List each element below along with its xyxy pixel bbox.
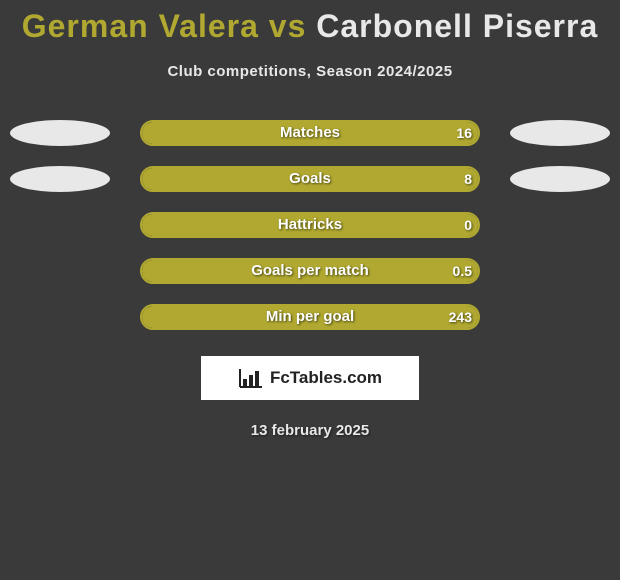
stat-bar-fill-player1 [142,168,478,190]
stat-bar-fill-player1 [142,260,478,282]
comparison-title: German Valera vs Carbonell Piserra [0,0,620,45]
brand-text: FcTables.com [270,368,382,388]
player1-ellipse [10,166,110,192]
stat-bar-track [140,212,480,238]
stat-bar-track [140,120,480,146]
player2-ellipse [510,166,610,192]
date-text: 13 february 2025 [0,422,620,439]
stat-bar-fill-player1 [142,122,478,144]
player2-ellipse [510,120,610,146]
brand-box: FcTables.com [201,356,419,400]
stat-row: Goals8 [0,166,620,192]
stat-bar-track [140,258,480,284]
player1-name: German Valera [22,8,259,44]
stats-container: Matches16 Goals8 Hattricks0 Goals per match… [0,120,620,330]
stat-bar-track [140,304,480,330]
stat-row: Min per goal243 [0,304,620,330]
vs-label: vs [269,8,307,44]
stat-bar-fill-player1 [142,306,478,328]
subtitle: Club competitions, Season 2024/2025 [0,63,620,80]
stat-bar-track [140,166,480,192]
stat-bar-fill-player1 [142,214,478,236]
player2-name: Carbonell Piserra [316,8,598,44]
brand-chart-icon [238,367,264,389]
stat-row: Hattricks0 [0,212,620,238]
stat-row: Matches16 [0,120,620,146]
stat-row: Goals per match0.5 [0,258,620,284]
player1-ellipse [10,120,110,146]
